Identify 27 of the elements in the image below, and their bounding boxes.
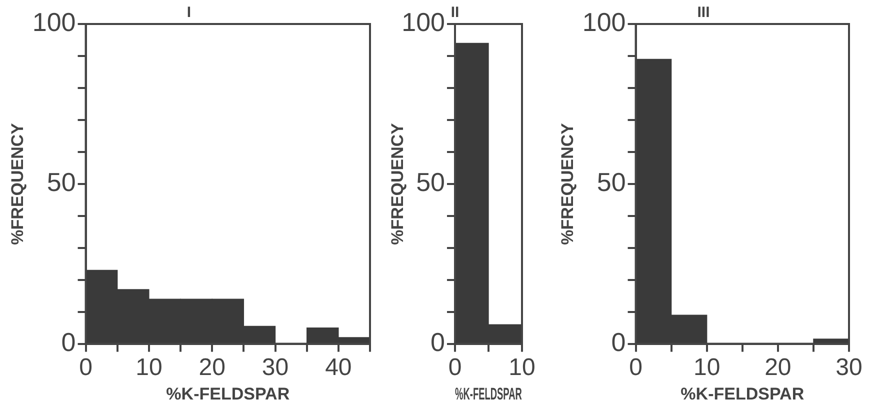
x-tick-label: 30 bbox=[262, 354, 289, 381]
x-tick-label: 20 bbox=[764, 354, 792, 381]
y-tick-label: 0 bbox=[61, 326, 76, 357]
y-tick-label: 0 bbox=[611, 326, 626, 357]
x-axis-title: %K-FELDSPAR bbox=[166, 384, 290, 404]
y-tick-label: 100 bbox=[32, 7, 76, 38]
y-tick-label: 50 bbox=[596, 167, 626, 198]
x-tick-label: 10 bbox=[694, 354, 720, 381]
x-tick-label: 10 bbox=[136, 354, 162, 381]
x-tick-label: 20 bbox=[198, 354, 226, 381]
chart-title: III bbox=[697, 4, 710, 22]
y-tick-label: 50 bbox=[46, 167, 76, 198]
y-axis-title: %FREQUENCY bbox=[8, 122, 27, 245]
chart-title: II bbox=[450, 4, 460, 22]
y-tick-label: 50 bbox=[416, 167, 445, 198]
x-axis-title: %K-FELDSPAR bbox=[455, 384, 522, 404]
y-tick-label: 100 bbox=[582, 7, 626, 38]
x-tick-label: 0 bbox=[448, 354, 462, 381]
x-axis-title: %K-FELDSPAR bbox=[680, 384, 804, 404]
y-tick-label: 100 bbox=[402, 7, 445, 38]
x-tick-label: 30 bbox=[836, 354, 862, 381]
x-tick-label: 40 bbox=[325, 354, 352, 381]
y-axis-title: %FREQUENCY bbox=[558, 122, 577, 245]
x-tick-label: 10 bbox=[508, 354, 536, 381]
y-axis-title: %FREQUENCY bbox=[388, 122, 407, 245]
y-tick-label: 0 bbox=[430, 326, 445, 357]
chart-title: I bbox=[186, 4, 192, 22]
